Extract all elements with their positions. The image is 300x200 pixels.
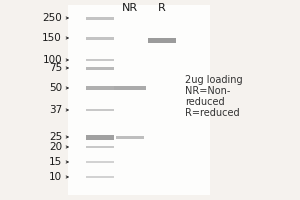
Text: 100: 100 <box>42 55 62 65</box>
Bar <box>86 36 114 40</box>
Bar <box>86 146 114 148</box>
Bar <box>114 86 146 90</box>
Text: NR=Non-: NR=Non- <box>185 86 230 96</box>
Text: 50: 50 <box>49 83 62 93</box>
Bar <box>86 161 114 163</box>
Bar <box>86 109 114 111</box>
Bar <box>86 176 114 178</box>
Bar <box>86 17 114 20</box>
Text: 250: 250 <box>42 13 62 23</box>
Text: NR: NR <box>122 3 138 13</box>
Text: 2ug loading: 2ug loading <box>185 75 243 85</box>
Text: 75: 75 <box>49 63 62 73</box>
Bar <box>86 59 114 61</box>
Text: 20: 20 <box>49 142 62 152</box>
Text: 15: 15 <box>49 157 62 167</box>
Text: 10: 10 <box>49 172 62 182</box>
Text: 37: 37 <box>49 105 62 115</box>
Bar <box>148 38 176 43</box>
Text: R: R <box>158 3 166 13</box>
Text: reduced: reduced <box>185 97 225 107</box>
Text: R=reduced: R=reduced <box>185 108 240 118</box>
Bar <box>86 66 114 70</box>
Bar <box>86 86 114 90</box>
Text: 25: 25 <box>49 132 62 142</box>
Bar <box>116 136 144 138</box>
Text: 150: 150 <box>42 33 62 43</box>
Bar <box>68 5 210 195</box>
Bar <box>86 134 114 140</box>
